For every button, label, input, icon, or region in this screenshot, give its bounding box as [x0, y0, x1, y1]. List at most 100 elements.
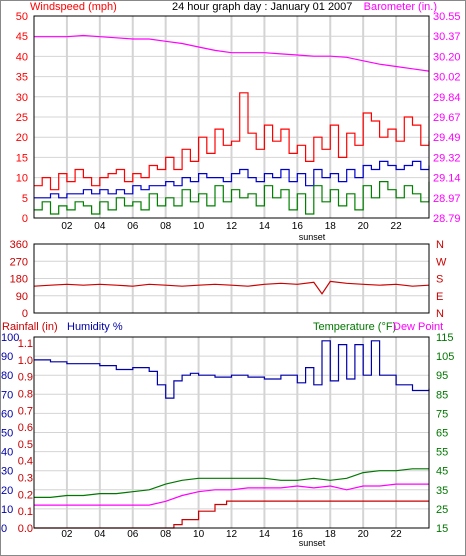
direction-plot-frame: [33, 243, 430, 314]
windspeed-tick-label: 0: [22, 213, 28, 225]
windspeed-tick-label: 50: [16, 11, 28, 23]
rainfall-tick-label: 0.0: [18, 523, 33, 535]
bottom-plot-frame: [33, 336, 430, 529]
barometer-tick-label: 28.79: [433, 213, 461, 225]
wind-line: [34, 92, 430, 191]
x-tick-label: 16: [292, 221, 304, 232]
windspeed-tick-label: 35: [16, 72, 28, 84]
x-tick-label: 02: [61, 221, 73, 232]
direction-line: [33, 280, 430, 295]
humidity-line: [34, 340, 430, 399]
windspeed-tick-label: 40: [16, 51, 28, 63]
barometer-tick-label: 29.32: [433, 152, 461, 164]
rainfall-axis-label: Rainfall (in): [2, 321, 58, 333]
barometer-tick-label: 29.14: [433, 173, 461, 185]
direction-compass-label: S: [436, 274, 443, 286]
humidity-tick-label: 100: [1, 332, 19, 344]
graph-title: 24 hour graph day : January 01 2007: [172, 1, 352, 13]
barometer-line: [34, 34, 430, 72]
temperature-tick-label: 25: [436, 504, 448, 516]
rainfall-tick-label: 0.5: [18, 439, 33, 451]
temperature-tick-label: 105: [436, 351, 454, 363]
temperature-tick-label: 95: [436, 370, 448, 382]
x-tick-label: 16: [292, 529, 304, 540]
barometer-tick-label: 30.55: [433, 11, 461, 23]
barometer-tick-label: 30.20: [433, 51, 461, 63]
direction-degree-label: 360: [10, 239, 28, 251]
x-tick-label: 10: [193, 221, 205, 232]
temperature-axis-label: Temperature (°F): [313, 321, 396, 333]
rainfall-ticks: 1.1 1.0 0.9 0.8 0.7 0.6 0.5 0.4 0.3 0.2 0.1 0.0: [18, 338, 33, 535]
wind-x-ticks: 02 04 06 08 10 12 14 16 18 20 22: [61, 221, 402, 232]
temperature-tick-label: 65: [436, 428, 448, 440]
humidity-tick-label: 70: [1, 389, 13, 401]
barometer-tick-label: 29.67: [433, 112, 461, 124]
windspeed-tick-label: 10: [16, 173, 28, 185]
windspeed-tick-label: 20: [16, 132, 28, 144]
direction-degree-label: 180: [10, 274, 28, 286]
x-tick-label: 20: [358, 221, 370, 232]
wind_avg-line: [34, 160, 430, 199]
wind-plot-frame: [33, 15, 430, 219]
barometer-tick-label: 29.49: [433, 132, 461, 144]
direction-degree-label: 90: [16, 291, 28, 303]
rainfall-tick-label: 0.6: [18, 422, 33, 434]
rainfall-tick-label: 0.9: [18, 372, 33, 384]
humidity-tick-label: 30: [1, 466, 13, 478]
barometer-tick-label: 29.84: [433, 92, 461, 104]
x-tick-label: 06: [127, 529, 139, 540]
temperature-tick-label: 35: [436, 485, 448, 497]
temperature-ticks: 115 105 95 85 75 65 55 45 35 25 15: [436, 332, 454, 535]
temperature-tick-label: 85: [436, 389, 448, 401]
temperature-tick-label: 115: [436, 332, 454, 344]
temperature-tick-label: 55: [436, 447, 448, 459]
rainfall-tick-label: 0.7: [18, 405, 33, 417]
dewpoint-line: [34, 483, 429, 506]
barometer-tick-label: 30.02: [433, 72, 461, 84]
windspeed-tick-label: 45: [16, 31, 28, 43]
dewpoint-axis-label: Dew Point: [393, 321, 443, 333]
direction-series: [33, 280, 430, 295]
wind_low-line: [34, 181, 430, 215]
direction-degree-label: 270: [10, 256, 28, 268]
windspeed-tick-label: 15: [16, 152, 28, 164]
sunset-marker-bottom: sunset: [299, 538, 326, 548]
temperature-line: [34, 468, 429, 498]
rainfall-line: [34, 500, 429, 529]
x-tick-label: 04: [94, 529, 106, 540]
x-tick-label: 20: [358, 529, 370, 540]
x-tick-label: 14: [259, 529, 271, 540]
x-tick-label: 02: [61, 529, 73, 540]
x-tick-label: 10: [193, 529, 205, 540]
barometer-tick-label: 28.97: [433, 193, 461, 205]
rainfall-tick-label: 0.1: [18, 506, 33, 518]
windspeed-ticks: 0 5 10 15 20 25 30 35 40 45 50: [16, 11, 28, 225]
direction-compass-label: E: [436, 291, 443, 303]
rainfall-tick-label: 0.3: [18, 473, 33, 485]
humidity-tick-label: 10: [1, 504, 13, 516]
barometer-ticks: 28.79 28.97 29.14 29.32 29.49 29.67 29.84 30.02…: [433, 11, 461, 225]
humidity-tick-label: 20: [1, 485, 13, 497]
direction-degree-label: 0: [22, 308, 28, 320]
temperature-tick-label: 45: [436, 466, 448, 478]
bottom-series: [34, 340, 430, 529]
windspeed-tick-label: 25: [16, 112, 28, 124]
windspeed-tick-label: 30: [16, 92, 28, 104]
x-tick-label: 22: [391, 221, 403, 232]
x-tick-label: 08: [160, 529, 172, 540]
rainfall-tick-label: 0.2: [18, 489, 33, 501]
humidity-tick-label: 90: [1, 351, 13, 363]
x-tick-label: 18: [325, 221, 337, 232]
humidity-tick-label: 80: [1, 370, 13, 382]
sunset-marker-top: sunset: [299, 232, 326, 242]
x-tick-label: 12: [226, 221, 238, 232]
rainfall-tick-label: 1.1: [18, 338, 33, 350]
x-tick-label: 14: [259, 221, 271, 232]
temperature-tick-label: 75: [436, 408, 448, 420]
direction-compass-label: W: [436, 256, 447, 268]
rainfall-tick-label: 1.0: [18, 355, 33, 367]
